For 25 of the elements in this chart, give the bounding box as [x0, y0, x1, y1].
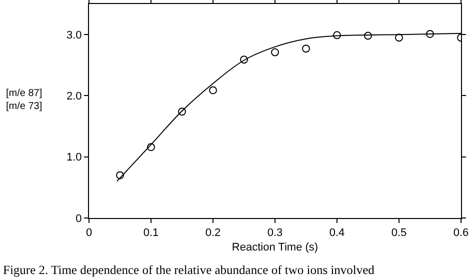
point [364, 32, 372, 40]
x-tick-label: 0.3 [267, 227, 283, 240]
caption: Figure 2. Time dependence of the relative abundance of two ions involved [3, 263, 376, 277]
point [178, 108, 186, 116]
x-axis-title: Reaction Time (s) [232, 241, 318, 254]
point [302, 44, 310, 53]
x-tick-label: 0.2 [205, 227, 221, 240]
point [147, 143, 155, 152]
x-tick-label: 0.1 [143, 227, 159, 240]
point [426, 30, 434, 38]
y-tick-label: 1.0 [66, 152, 82, 164]
point [271, 48, 279, 56]
x-tick-label: 0 [86, 227, 92, 240]
x-tick-label: 0.5 [391, 227, 407, 240]
point [116, 171, 124, 180]
y-tick-label: 2.0 [66, 90, 82, 103]
y-tick-label: 0 [76, 212, 82, 225]
y-tick-label: 3.0 [66, 29, 82, 42]
x-tick-label: 0.6 [453, 227, 469, 240]
point [209, 86, 217, 94]
point [240, 56, 248, 64]
point [333, 31, 341, 40]
point [395, 34, 403, 42]
y-axis-title: [m/e 87] [m/e 73] [6, 88, 42, 112]
x-tick-label: 0.4 [329, 227, 345, 240]
